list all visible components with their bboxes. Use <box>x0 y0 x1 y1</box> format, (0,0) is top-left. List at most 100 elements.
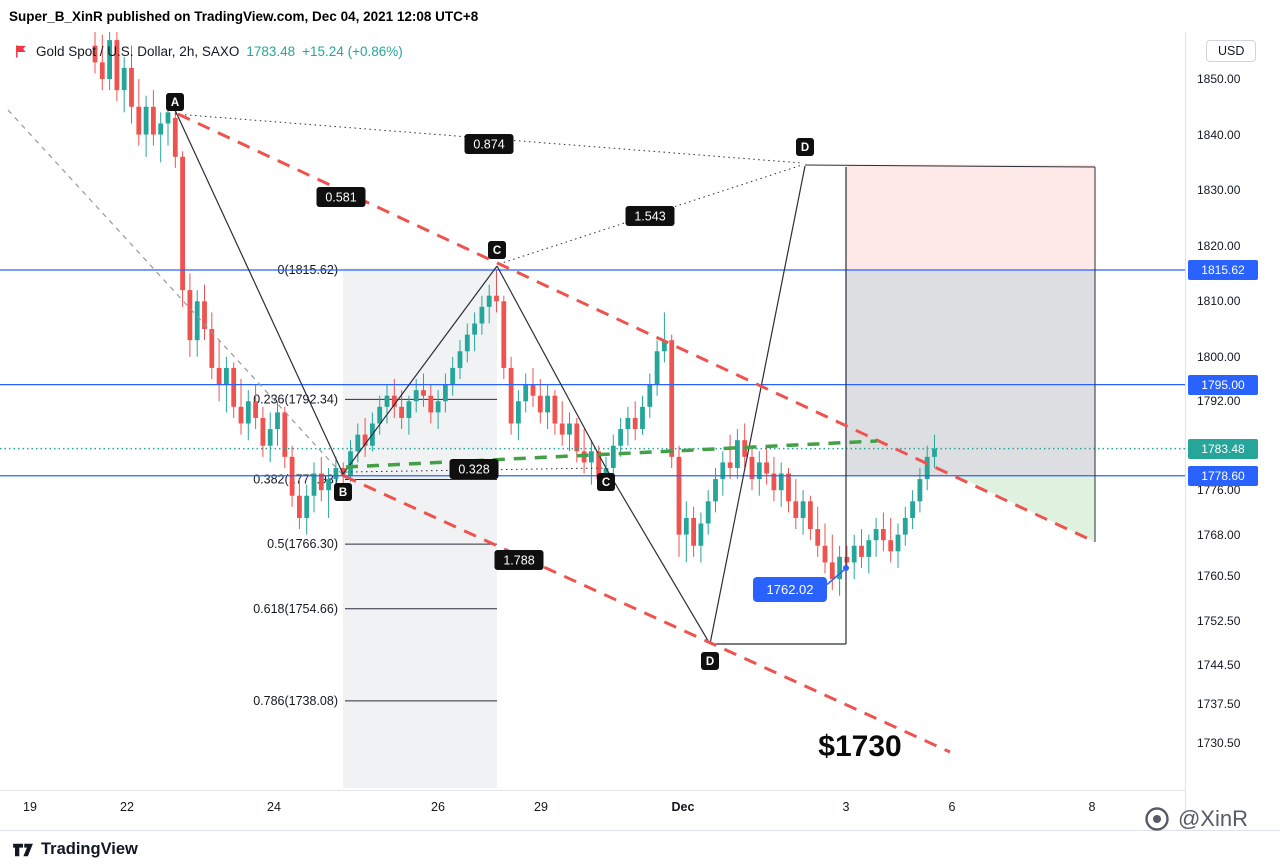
point-pill-C <box>597 473 615 491</box>
candle-body <box>625 417 631 430</box>
candle-body <box>808 501 813 530</box>
target-zone-upper <box>846 164 1095 271</box>
candle-body <box>705 501 711 524</box>
candle-body <box>464 334 470 352</box>
candle-body <box>391 395 397 407</box>
candle-body <box>340 467 346 477</box>
candle-body <box>472 323 477 335</box>
price-axis-label: 1760.50 <box>1197 569 1241 584</box>
red-trendline-lower <box>343 474 951 754</box>
candle-body <box>932 448 937 457</box>
candle-body <box>209 329 215 368</box>
tradingview-logo[interactable]: TradingView <box>12 840 138 859</box>
candle-body <box>158 123 164 135</box>
candle-body <box>457 351 463 368</box>
price-axis-label: 1776.00 <box>1197 483 1241 498</box>
candle-body <box>501 301 507 368</box>
candle-body <box>669 340 675 457</box>
candle-body <box>326 479 331 491</box>
time-axis-label: 19 <box>23 800 37 814</box>
currency-toggle-button[interactable]: USD <box>1206 40 1257 62</box>
candle-body <box>537 395 543 413</box>
line-b-c <box>342 265 498 475</box>
candle-body <box>771 473 777 491</box>
candle-body <box>735 440 740 468</box>
price-axis-badge: 1778.60 <box>1188 465 1258 486</box>
candle-body <box>297 495 302 518</box>
legend-symbol: Gold Spot / U.S. Dollar, 2h, SAXO <box>36 44 240 59</box>
candle-body <box>194 301 200 341</box>
candle-body <box>523 384 529 402</box>
candles-layer <box>92 32 937 596</box>
ratio-pill <box>625 206 675 226</box>
candle-body <box>786 473 791 502</box>
candle-body <box>267 429 273 446</box>
ratio-pill <box>316 187 366 207</box>
fib-label-0.236: 0.236(1792.34) <box>253 392 338 406</box>
candle-body <box>859 545 864 557</box>
point-pill-text: D <box>706 656 714 668</box>
point-pill-text: C <box>493 245 501 257</box>
candle-body <box>114 40 120 91</box>
candle-body <box>837 556 842 580</box>
price-chart[interactable]: 0(1815.62)0.236(1792.34)0.382(1777.93)0.… <box>0 32 1185 790</box>
candle-body <box>172 117 178 157</box>
candle-body <box>589 451 594 463</box>
red-trendline-upper <box>177 112 1094 543</box>
candle-body <box>99 62 105 79</box>
time-axis-label: 3 <box>842 800 850 814</box>
point-pill-A <box>166 93 184 111</box>
candle-body <box>778 473 784 491</box>
candle-body <box>187 290 193 341</box>
point-pill-text: D <box>801 142 809 154</box>
candle-body <box>545 395 550 413</box>
candle-body <box>654 351 660 385</box>
candle-body <box>494 295 499 302</box>
price-axis-label: 1730.50 <box>1197 736 1241 750</box>
candle-body <box>567 423 572 435</box>
candle-body <box>866 540 872 557</box>
candle-body <box>508 367 514 424</box>
price-axis[interactable]: USD 1850.00 1840.00 1830.00 1820.00 1810.00 1… <box>1185 32 1280 830</box>
candle-body <box>216 367 222 385</box>
candle-body <box>107 40 112 79</box>
price-callout-text: 1762.02 <box>767 582 814 597</box>
price-callout <box>753 577 827 602</box>
ratio-labels-layer: 0.874 0.581 1.543 0.328 1.788 <box>316 134 675 570</box>
candle-body <box>749 456 755 480</box>
fib-label-0.382: 0.382(1777.93) <box>253 472 338 486</box>
candle-body <box>355 434 361 452</box>
flag-icon[interactable] <box>14 44 29 59</box>
price-axis-label: 1792.00 <box>1197 394 1241 409</box>
point-pill-D <box>701 652 719 670</box>
candle-body <box>136 106 142 135</box>
line-c-c2 <box>496 265 607 469</box>
chart-legend[interactable]: Gold Spot / U.S. Dollar, 2h, SAXO 1783.4… <box>14 44 403 59</box>
candle-body <box>888 540 894 552</box>
point-pill-text: C <box>602 477 610 489</box>
candle-body <box>647 384 653 407</box>
candle-body <box>384 395 390 407</box>
price-axis-label: 1744.50 <box>1197 658 1241 673</box>
trendlines-layer <box>7 109 1096 754</box>
candle-body <box>881 529 886 541</box>
price-axis-label: 1850.00 <box>1197 72 1241 86</box>
ratio-pill-text: 1.788 <box>503 554 534 568</box>
candle-body <box>902 517 908 535</box>
candle-body <box>917 479 923 502</box>
candle-body <box>574 423 580 452</box>
green-trendline <box>345 439 878 469</box>
candle-body <box>413 390 419 402</box>
price-axis-label: 1737.50 <box>1197 697 1241 712</box>
candle-body <box>596 451 602 480</box>
candle-body <box>815 529 821 546</box>
point-labels-layer: A B C D C D <box>166 93 814 670</box>
time-axis-label: 8 <box>1088 800 1096 814</box>
candle-body <box>304 495 310 518</box>
dotted-b-c2 <box>345 467 605 473</box>
time-axis[interactable]: 19 22 24 26 29 Dec 3 6 8 <box>0 790 1185 831</box>
time-axis-label: 24 <box>267 800 281 814</box>
publish-bar: Super_B_XinR published on TradingView.co… <box>0 0 1280 32</box>
point-pill-text: A <box>171 97 179 109</box>
time-axis-label: 26 <box>431 800 445 814</box>
